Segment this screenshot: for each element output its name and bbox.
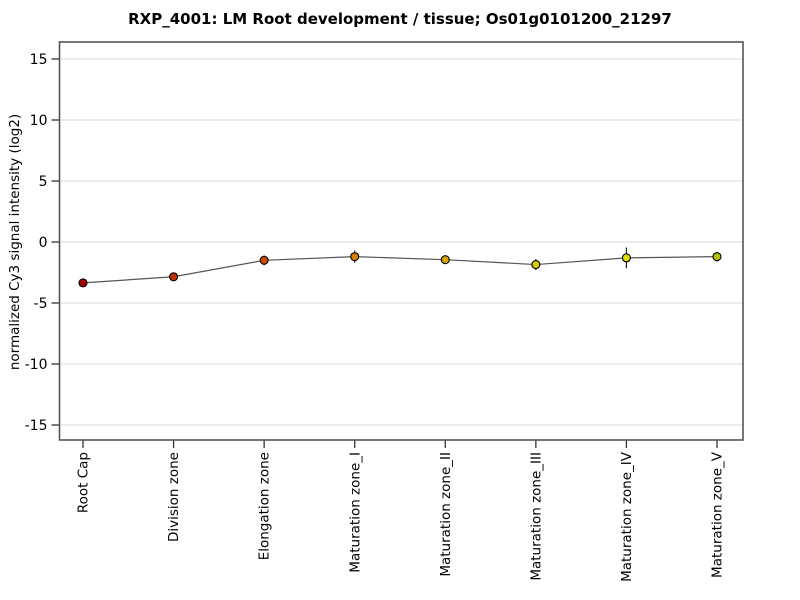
y-tick-label: 0 [39,235,48,251]
x-tick-label: Division zone [166,452,182,542]
data-point [78,278,88,288]
y-tick-label: 10 [30,113,48,129]
x-tick-label: Maturation zone_I [347,452,363,573]
data-point [169,272,179,282]
data-point [621,253,631,263]
x-tick-label: Maturation zone_III [528,452,544,581]
data-point [440,255,450,265]
data-point [712,252,722,262]
x-tick-label: Elongation zone [257,452,273,560]
x-tick-label: Maturation zone_V [710,451,726,578]
data-point [259,255,269,265]
y-tick-label: 5 [39,174,48,190]
y-tick-label: 15 [30,52,48,68]
data-point [531,260,541,270]
data-point [350,252,360,262]
y-tick-label: -15 [25,418,48,434]
plot-frame [58,41,744,441]
x-tick-label: Maturation zone_II [438,452,454,577]
data-line [82,256,717,284]
x-tick-label: Maturation zone_IV [619,451,635,582]
y-tick-label: -5 [34,296,48,312]
chart-title: RXP_4001: LM Root development / tissue; … [128,10,672,28]
x-tick-label: Root Cap [76,452,92,513]
y-tick-label: -10 [25,357,48,373]
